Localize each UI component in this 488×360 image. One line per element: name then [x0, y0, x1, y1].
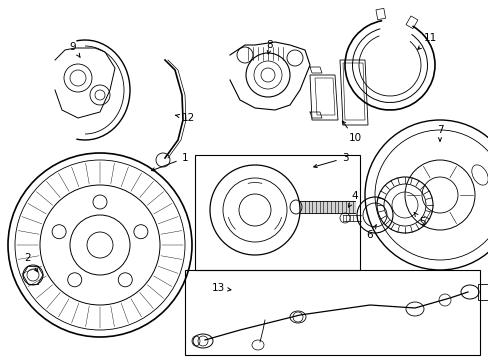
Bar [195, 155, 359, 270]
Text: 13: 13 [211, 283, 230, 293]
Bar [184, 270, 479, 355]
Bar [375, 8, 385, 20]
Text: 7: 7 [436, 125, 443, 141]
Text: 4: 4 [348, 191, 358, 207]
Text: 1: 1 [151, 153, 188, 171]
Text: 8: 8 [266, 40, 273, 54]
Text: 12: 12 [175, 113, 194, 123]
Text: 5: 5 [413, 212, 425, 227]
Bar [477, 284, 488, 300]
Text: 2: 2 [24, 253, 38, 272]
Text: 11: 11 [417, 33, 436, 49]
Text: 3: 3 [313, 153, 347, 168]
Bar [405, 16, 417, 29]
Text: 9: 9 [70, 42, 80, 57]
Text: 10: 10 [342, 121, 361, 143]
Text: 6: 6 [366, 225, 375, 240]
